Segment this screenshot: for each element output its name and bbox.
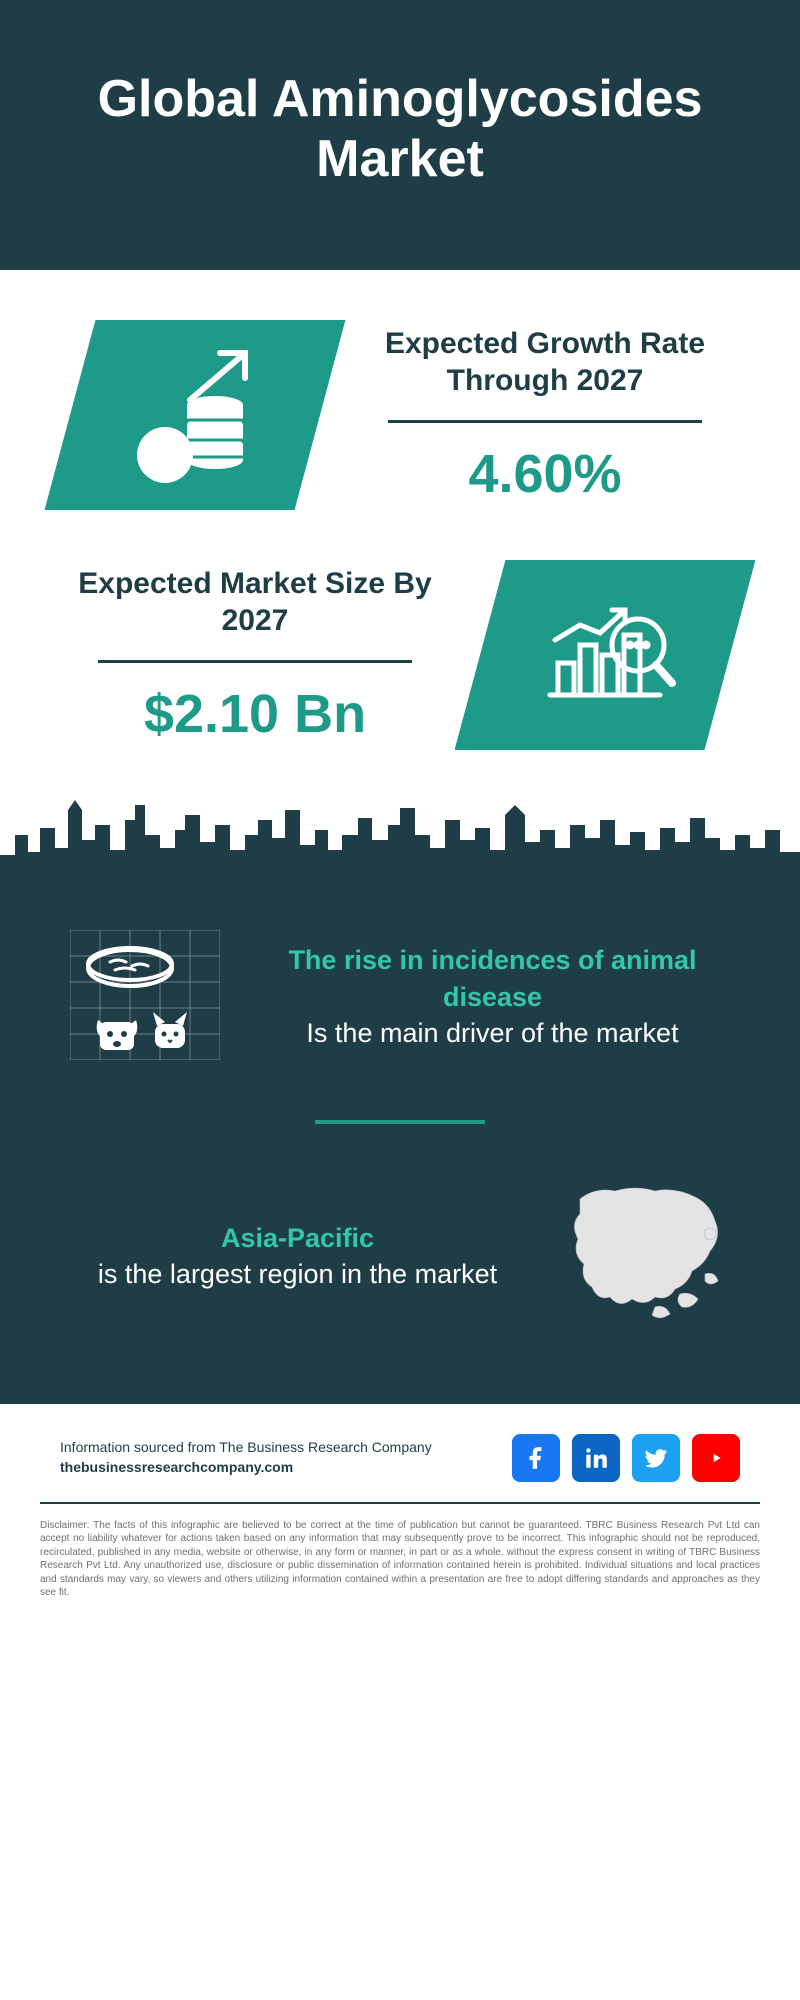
svg-text:$: $ <box>156 437 175 475</box>
footer-line2: thebusinessresearchcompany.com <box>60 1458 432 1478</box>
facebook-icon[interactable] <box>512 1434 560 1482</box>
animals-icon <box>70 930 220 1065</box>
driver-block: The rise in incidences of animal disease… <box>70 930 730 1065</box>
money-growth-icon: $ <box>120 345 270 485</box>
stat-row: $ Expected Growth Rate Through 2027 4.60… <box>70 320 730 510</box>
stat-label: Expected Growth Rate Through 2027 <box>360 325 730 400</box>
stat-text-block: Expected Growth Rate Through 2027 4.60% <box>360 325 730 505</box>
youtube-icon[interactable] <box>692 1434 740 1482</box>
driver-highlight: The rise in incidences of animal disease <box>288 945 696 1011</box>
analysis-badge <box>455 560 756 750</box>
linkedin-icon[interactable] <box>572 1434 620 1482</box>
stat-growth-section: $ Expected Growth Rate Through 2027 4.60… <box>0 270 800 540</box>
growth-badge: $ <box>45 320 346 510</box>
asia-map-icon <box>560 1179 730 1334</box>
driver-rest: Is the main driver of the market <box>306 1018 678 1048</box>
footer-line1: Information sourced from The Business Re… <box>60 1438 432 1458</box>
disclaimer-text: Disclaimer: The facts of this infographi… <box>0 1504 800 1650</box>
infographic-container: Global Aminoglycosides Market <box>0 0 800 1650</box>
social-icons <box>512 1434 740 1482</box>
region-text: Asia-Pacific is the largest region in th… <box>70 1220 525 1293</box>
region-rest: is the largest region in the market <box>98 1259 497 1289</box>
footer-text: Information sourced from The Business Re… <box>60 1438 432 1477</box>
main-title: Global Aminoglycosides Market <box>60 70 740 190</box>
divider <box>388 420 703 423</box>
twitter-icon[interactable] <box>632 1434 680 1482</box>
separator <box>315 1120 485 1124</box>
chart-magnifier-icon <box>530 585 680 725</box>
stat-label: Expected Market Size By 2027 <box>70 565 440 640</box>
info-panel: The rise in incidences of animal disease… <box>0 890 800 1404</box>
region-block: Asia-Pacific is the largest region in th… <box>70 1179 730 1334</box>
header-banner: Global Aminoglycosides Market <box>0 0 800 270</box>
skyline-divider <box>0 780 800 890</box>
stat-size-section: Expected Market Size By 2027 $2.10 Bn <box>0 540 800 780</box>
stat-value: $2.10 Bn <box>70 683 440 745</box>
stat-value: 4.60% <box>360 443 730 505</box>
stat-row: Expected Market Size By 2027 $2.10 Bn <box>70 560 730 750</box>
stat-text-block: Expected Market Size By 2027 $2.10 Bn <box>70 565 440 745</box>
divider <box>98 660 413 663</box>
region-highlight: Asia-Pacific <box>221 1223 374 1253</box>
driver-text: The rise in incidences of animal disease… <box>255 942 730 1051</box>
footer: Information sourced from The Business Re… <box>0 1404 800 1502</box>
